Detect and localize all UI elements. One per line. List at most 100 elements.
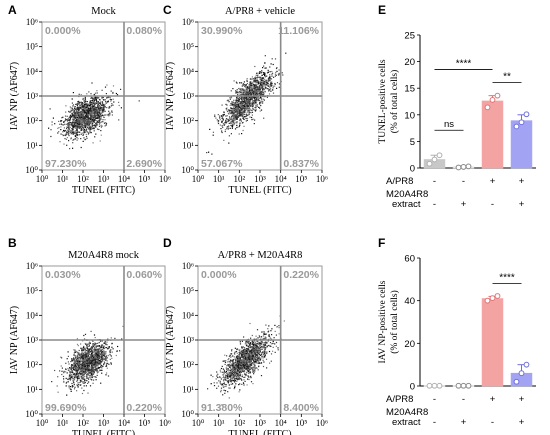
event-dot (232, 116, 234, 118)
event-dot (72, 378, 74, 380)
event-dot (83, 133, 85, 135)
event-dot (214, 115, 216, 118)
event-dot (251, 88, 253, 90)
quadrant-ur: 0.080% (126, 25, 162, 37)
event-dot (273, 337, 275, 339)
event-dot (88, 381, 90, 383)
event-dot (261, 77, 263, 80)
event-dot (86, 344, 88, 346)
event-dot (98, 342, 100, 344)
event-dot (101, 351, 103, 353)
event-dot (88, 348, 90, 350)
event-dot (92, 344, 94, 346)
event-dot (96, 128, 99, 130)
event-dot (247, 102, 249, 104)
event-dot (71, 98, 73, 100)
event-dot (258, 361, 260, 363)
x-tick-label: 10³ (98, 418, 110, 428)
event-dot (103, 359, 106, 361)
event-dot (82, 102, 84, 105)
event-dot (72, 117, 74, 119)
event-dot (100, 115, 103, 117)
event-dot (278, 83, 281, 85)
event-dot (95, 363, 97, 366)
event-dot (261, 91, 263, 94)
event-dot (239, 111, 241, 113)
event-dot (103, 106, 105, 108)
event-dot (251, 78, 253, 81)
event-dot (80, 117, 82, 119)
event-dot (103, 361, 106, 363)
x-tick-label: 10² (233, 174, 245, 184)
event-dot (54, 369, 56, 372)
event-dot (260, 100, 262, 102)
event-dot (230, 107, 232, 109)
event-dot (250, 84, 252, 86)
event-dot (241, 379, 243, 381)
event-dot (57, 376, 59, 378)
x-tick-label: 10³ (254, 174, 266, 184)
event-dot (92, 347, 94, 349)
event-dot (73, 388, 76, 390)
event-dot (73, 115, 75, 117)
event-dot (85, 357, 88, 360)
event-dot (73, 352, 75, 354)
y-tick-label: 10² (26, 116, 38, 126)
event-dot (69, 130, 71, 132)
event-dot (91, 369, 93, 371)
event-dot (74, 116, 76, 118)
event-dot (72, 104, 75, 106)
event-dot (221, 130, 223, 132)
event-dot (85, 357, 87, 359)
event-dot (107, 114, 109, 116)
event-dot (104, 340, 106, 343)
event-dot (105, 374, 107, 376)
event-dot (82, 118, 84, 121)
event-dot (238, 362, 240, 364)
event-dot (100, 118, 102, 120)
event-dot (111, 114, 113, 116)
event-dot (245, 99, 247, 101)
event-dot (223, 373, 225, 375)
event-dot (93, 98, 95, 100)
event-dot (229, 369, 231, 372)
event-dot (85, 115, 87, 117)
event-dot (82, 371, 84, 373)
event-dot (259, 78, 261, 80)
event-dot (70, 107, 72, 109)
event-dot (243, 110, 245, 112)
event-dot (82, 377, 84, 379)
event-dot (254, 364, 256, 366)
event-dot (249, 368, 251, 370)
event-dot (255, 77, 257, 79)
event-dot (100, 103, 102, 105)
event-dot (219, 376, 221, 378)
event-dot (75, 103, 77, 105)
event-dot (99, 361, 101, 363)
event-dot (79, 114, 81, 116)
event-dot (239, 102, 241, 104)
event-dot (237, 109, 239, 111)
event-dot (82, 376, 84, 378)
event-dot (230, 103, 232, 105)
event-dot (67, 118, 69, 120)
event-dot (94, 107, 96, 109)
event-dot (105, 123, 108, 125)
event-dot (261, 80, 263, 82)
event-dot (86, 368, 89, 370)
event-dot (269, 86, 271, 88)
event-dot (75, 107, 77, 109)
event-dot (84, 372, 86, 374)
event-dot (274, 82, 276, 85)
event-dot (257, 80, 259, 82)
event-dot (82, 361, 85, 363)
event-dot (77, 360, 79, 362)
event-dot (275, 74, 277, 76)
event-dot (98, 112, 100, 114)
event-dot (264, 76, 266, 78)
event-dot (77, 102, 79, 104)
event-dot (117, 345, 119, 348)
panel-letter: D (163, 236, 172, 250)
event-dot (89, 119, 91, 121)
event-dot (87, 116, 89, 118)
